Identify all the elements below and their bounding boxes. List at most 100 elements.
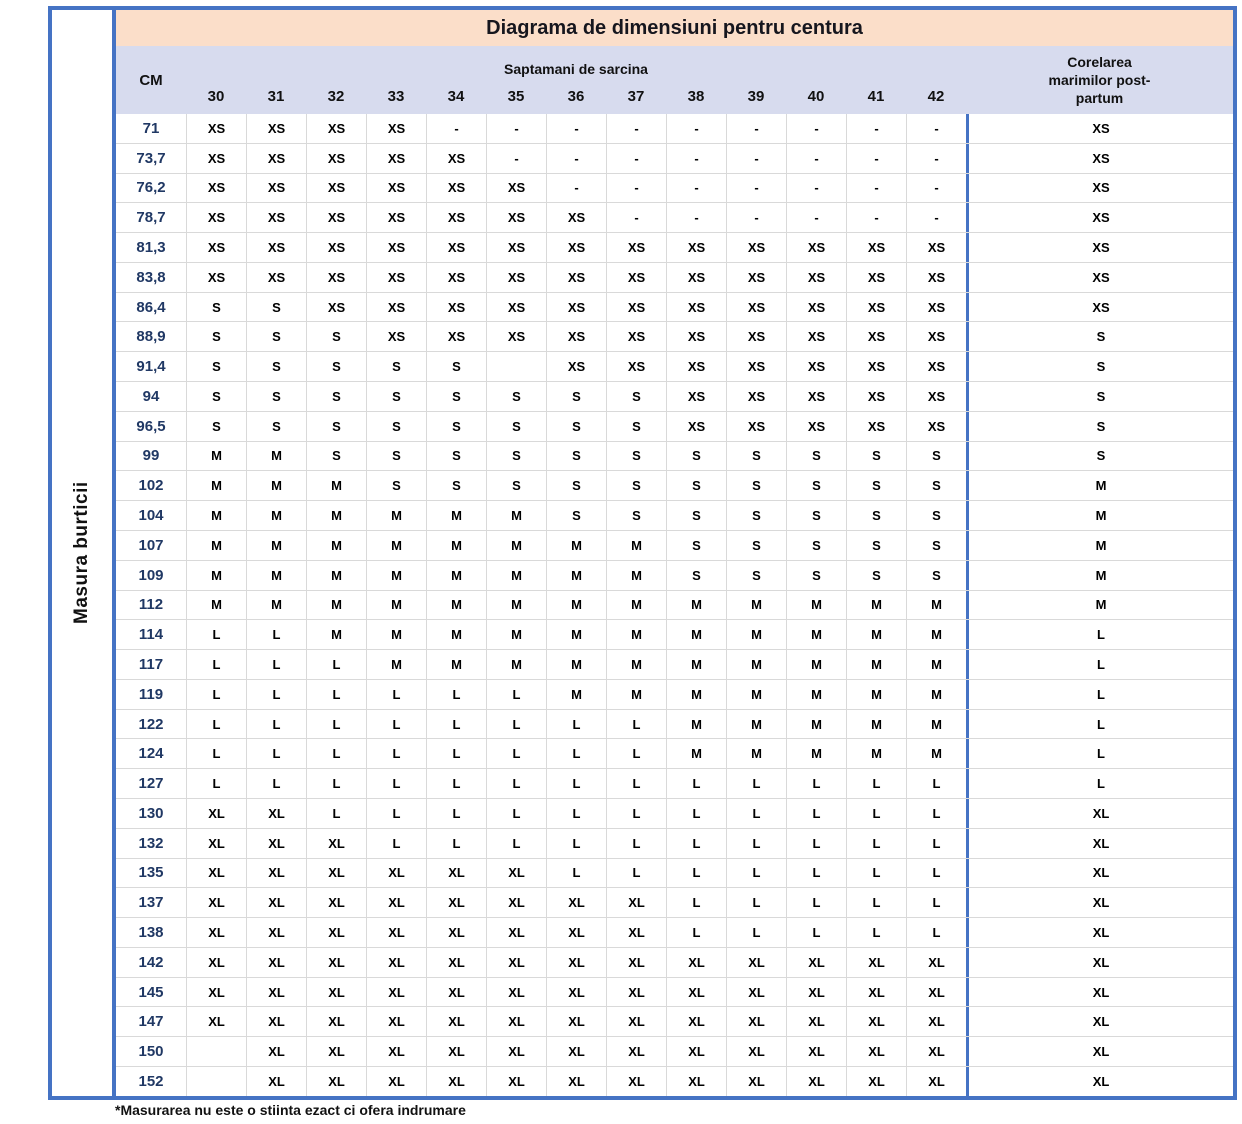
table-row: 122 L L L L L L L L M M M M M L	[116, 709, 1233, 740]
size-value: S	[726, 441, 786, 471]
postpartum-size-value: XL	[966, 947, 1233, 977]
size-value: M	[486, 620, 546, 650]
size-value: S	[246, 411, 306, 441]
size-value: S	[486, 382, 546, 411]
size-value: L	[606, 828, 666, 858]
postpartum-size-value: XL	[966, 798, 1233, 828]
size-value: M	[486, 590, 546, 620]
size-value: S	[426, 411, 486, 441]
size-value: L	[306, 739, 366, 769]
size-value: XL	[606, 1007, 666, 1037]
table-row: 150 XL XL XL XL XL XL XL XL XL XL XL XL XL	[116, 1037, 1233, 1067]
size-value: L	[726, 858, 786, 888]
size-value: M	[246, 560, 306, 590]
table-row: 142 XL XL XL XL XL XL XL XL XL XL XL XL XL XL	[116, 947, 1233, 978]
size-value: S	[546, 471, 606, 501]
cm-value: 91,4	[136, 358, 166, 376]
size-value: XL	[246, 828, 306, 858]
cm-value: 107	[138, 536, 164, 554]
week-numbers-row: 30 31 32 33 34 35 36 37 38 39 40 41 42	[186, 78, 966, 114]
size-value: XS	[426, 262, 486, 292]
size-value: XL	[726, 947, 786, 977]
size-value: S	[426, 352, 486, 382]
size-value: L	[366, 828, 426, 858]
size-value: M	[846, 679, 906, 709]
size-value: XS	[306, 262, 366, 292]
size-value: XL	[786, 1067, 846, 1096]
size-value: XS	[846, 262, 906, 292]
size-value: L	[726, 769, 786, 798]
size-value: L	[546, 798, 606, 828]
size-value: XL	[306, 1037, 366, 1066]
size-value: L	[186, 769, 246, 798]
table-row: 73,7 XS XS XS XS XS - - - - - - - - XS	[116, 143, 1233, 174]
size-value: L	[606, 769, 666, 798]
size-value: S	[846, 560, 906, 590]
size-value: XL	[426, 918, 486, 947]
size-value: S	[786, 530, 846, 560]
size-value: L	[486, 798, 546, 828]
cm-value: 104	[138, 507, 164, 525]
table-row: 127 L L L L L L L L L L L L L L	[116, 769, 1233, 799]
size-value: S	[666, 560, 726, 590]
size-value: L	[846, 858, 906, 888]
size-value: XS	[786, 352, 846, 382]
size-value: XL	[486, 977, 546, 1007]
postpartum-size-value: XS	[966, 114, 1233, 143]
size-value: XL	[546, 1037, 606, 1066]
size-value: XL	[306, 828, 366, 858]
size-value: XL	[246, 798, 306, 828]
week-number: 41	[867, 87, 885, 105]
size-value: L	[786, 798, 846, 828]
week-number: 38	[687, 87, 705, 105]
size-value: S	[426, 471, 486, 501]
size-value: XL	[726, 1007, 786, 1037]
size-value: L	[906, 769, 966, 798]
size-value: XS	[306, 173, 366, 203]
size-value: S	[186, 352, 246, 382]
size-value: M	[606, 590, 666, 620]
size-value: L	[246, 739, 306, 769]
size-value: -	[606, 173, 666, 203]
size-value: L	[366, 739, 426, 769]
week-number: 31	[267, 87, 285, 105]
size-value: M	[366, 530, 426, 560]
size-value: -	[726, 143, 786, 173]
size-value: M	[666, 650, 726, 679]
size-value: L	[606, 709, 666, 739]
size-value: XL	[366, 858, 426, 888]
cm-value: 135	[138, 864, 164, 882]
size-value: M	[546, 620, 606, 650]
size-value: XL	[786, 947, 846, 977]
postpartum-size-value: S	[966, 411, 1233, 441]
size-value: S	[726, 471, 786, 501]
size-value: L	[186, 650, 246, 679]
postpartum-size-value: XS	[966, 292, 1233, 322]
size-value: M	[186, 560, 246, 590]
size-value: M	[426, 620, 486, 650]
cm-value: 81,3	[136, 239, 166, 257]
size-value: M	[246, 441, 306, 471]
size-value: L	[846, 888, 906, 918]
size-value: L	[486, 679, 546, 709]
size-value: XS	[786, 322, 846, 352]
weeks-group-header: Saptamani de sarcina	[504, 61, 648, 77]
size-value: -	[606, 114, 666, 143]
size-value: -	[606, 143, 666, 173]
size-value: L	[726, 828, 786, 858]
size-value: S	[306, 441, 366, 471]
size-value: XS	[366, 173, 426, 203]
size-value: M	[426, 590, 486, 620]
size-value: XS	[306, 233, 366, 262]
size-value: M	[366, 501, 426, 530]
size-value: XS	[186, 262, 246, 292]
size-value: L	[366, 769, 426, 798]
size-value: XS	[666, 292, 726, 322]
size-value: M	[606, 560, 666, 590]
size-value: XS	[726, 262, 786, 292]
size-value: XL	[666, 1037, 726, 1066]
cm-value: 83,8	[136, 268, 166, 286]
size-value: S	[246, 382, 306, 411]
size-value: XS	[846, 292, 906, 322]
postpartum-size-value: S	[966, 441, 1233, 471]
